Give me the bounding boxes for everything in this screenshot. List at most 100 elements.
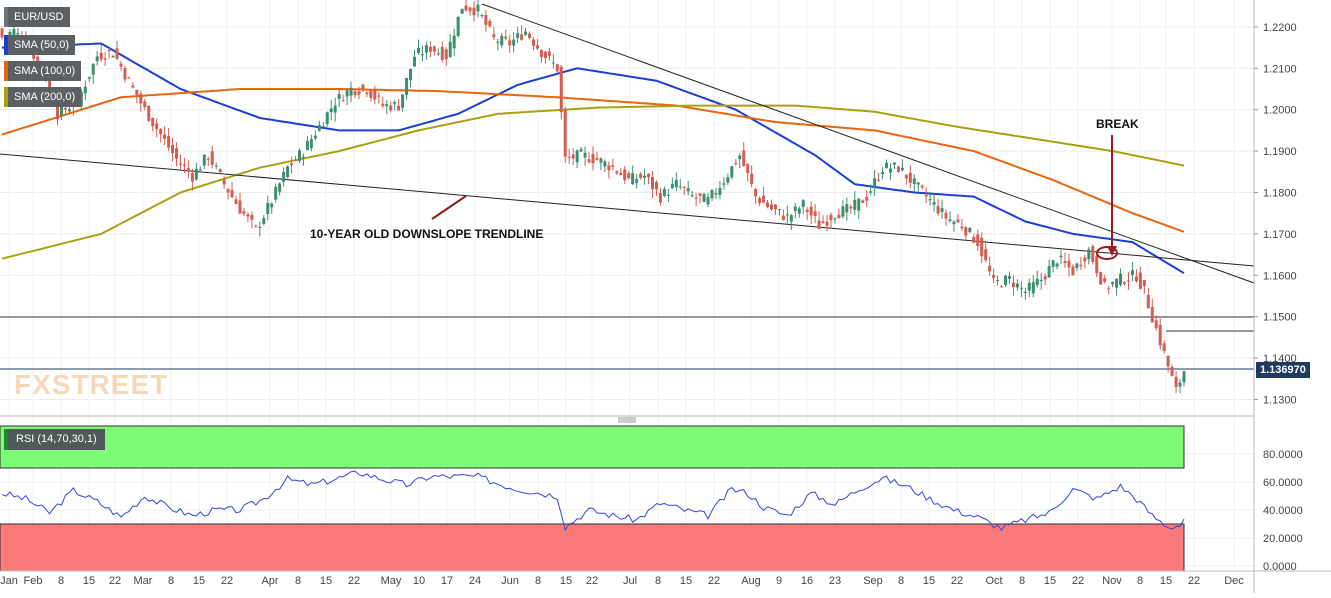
legend-sma50[interactable]: SMA (50,0) [4,35,76,55]
candle-body [615,171,619,174]
rsi-label: RSI (14,70,30,1) [16,433,97,445]
candle [325,111,329,127]
candle [373,85,377,105]
candle-body [512,39,516,46]
candle [309,134,313,152]
candle-body [924,194,928,197]
candle-body [908,172,912,183]
candle-body [932,202,936,205]
candle [1174,371,1178,394]
time-tick-label: 15 [320,575,332,587]
candle-body [766,202,770,207]
candle [718,180,722,200]
candle-body [718,187,722,195]
candle [317,120,321,132]
candle [1134,269,1138,283]
legend-rsi[interactable]: RSI (14,70,30,1) [4,429,105,450]
candle-body [321,126,325,128]
candle [238,192,242,214]
candle-body [1063,261,1067,263]
candle-body [472,7,476,16]
rsi-oversold-zone [0,523,1185,572]
candle-body [627,173,631,179]
candle-body [16,33,20,35]
candle [250,211,254,229]
candle-body [678,186,682,188]
time-tick-label: 8 [168,575,174,587]
candle [230,181,234,199]
candle-body [1138,272,1142,289]
candle-body [131,85,135,88]
candle [869,184,873,196]
candle [436,48,440,56]
candle [182,157,186,173]
candle [484,9,488,32]
candle [321,122,325,128]
candle [785,205,789,224]
candle-body [777,209,781,211]
candle-body [1095,256,1099,274]
break-marker-circle [1096,246,1118,260]
rsi-line [1,470,1185,532]
candle-body [686,188,690,192]
candle [1150,298,1154,323]
candle [226,188,230,200]
candle-body [416,48,420,53]
candle [666,189,670,202]
candle-body [206,158,210,160]
candle-body [190,173,194,182]
candle [1099,271,1103,285]
candle-body [83,86,87,94]
candle-body [1011,282,1015,288]
candle [980,232,984,264]
candle [294,155,298,161]
candle [1004,274,1008,288]
candle [762,186,766,203]
legend-symbol[interactable]: EUR/USD [4,7,70,27]
candle-body [274,186,278,200]
candle [730,165,734,180]
candle-body [1170,366,1174,377]
candle-body [111,55,115,58]
time-tick-label: 22 [1188,575,1200,587]
candle-body [940,208,944,213]
candle-body [988,265,992,272]
candle-body [1158,324,1162,346]
rsi-layer [1,470,1185,532]
time-tick-label: 16 [801,575,813,587]
price-tick-label: 1.1900 [1263,146,1297,158]
candle-body [186,168,190,172]
candle [385,99,389,115]
candle-body [674,179,678,188]
candle [571,148,575,166]
candle [647,173,651,185]
legend-sma200[interactable]: SMA (200,0) [4,87,82,107]
candle-body [175,148,179,159]
candle-body [48,77,52,88]
candle [139,90,143,112]
candle [155,118,159,138]
candle [535,39,539,51]
candle-body [900,167,904,171]
candle [793,202,797,219]
pane-resize-handle-icon[interactable] [618,417,636,423]
candle-body [500,35,504,46]
candle-body [980,237,984,257]
candle [841,200,845,219]
candle [206,156,210,166]
candle [861,199,865,204]
candle [440,41,444,63]
time-tick-label: 8 [898,575,904,587]
rsi-tick-label: 20.0000 [1263,533,1303,545]
legend-sma100[interactable]: SMA (100,0) [4,61,82,81]
candle-body [1154,320,1158,329]
candle [682,186,686,195]
candle [714,188,718,199]
candle-body [337,93,341,99]
candle-body [127,77,131,79]
time-tick-label: Sep [863,575,883,587]
candle [528,31,532,40]
candle [583,146,587,166]
candle-body [1111,282,1115,285]
candle [135,89,139,104]
